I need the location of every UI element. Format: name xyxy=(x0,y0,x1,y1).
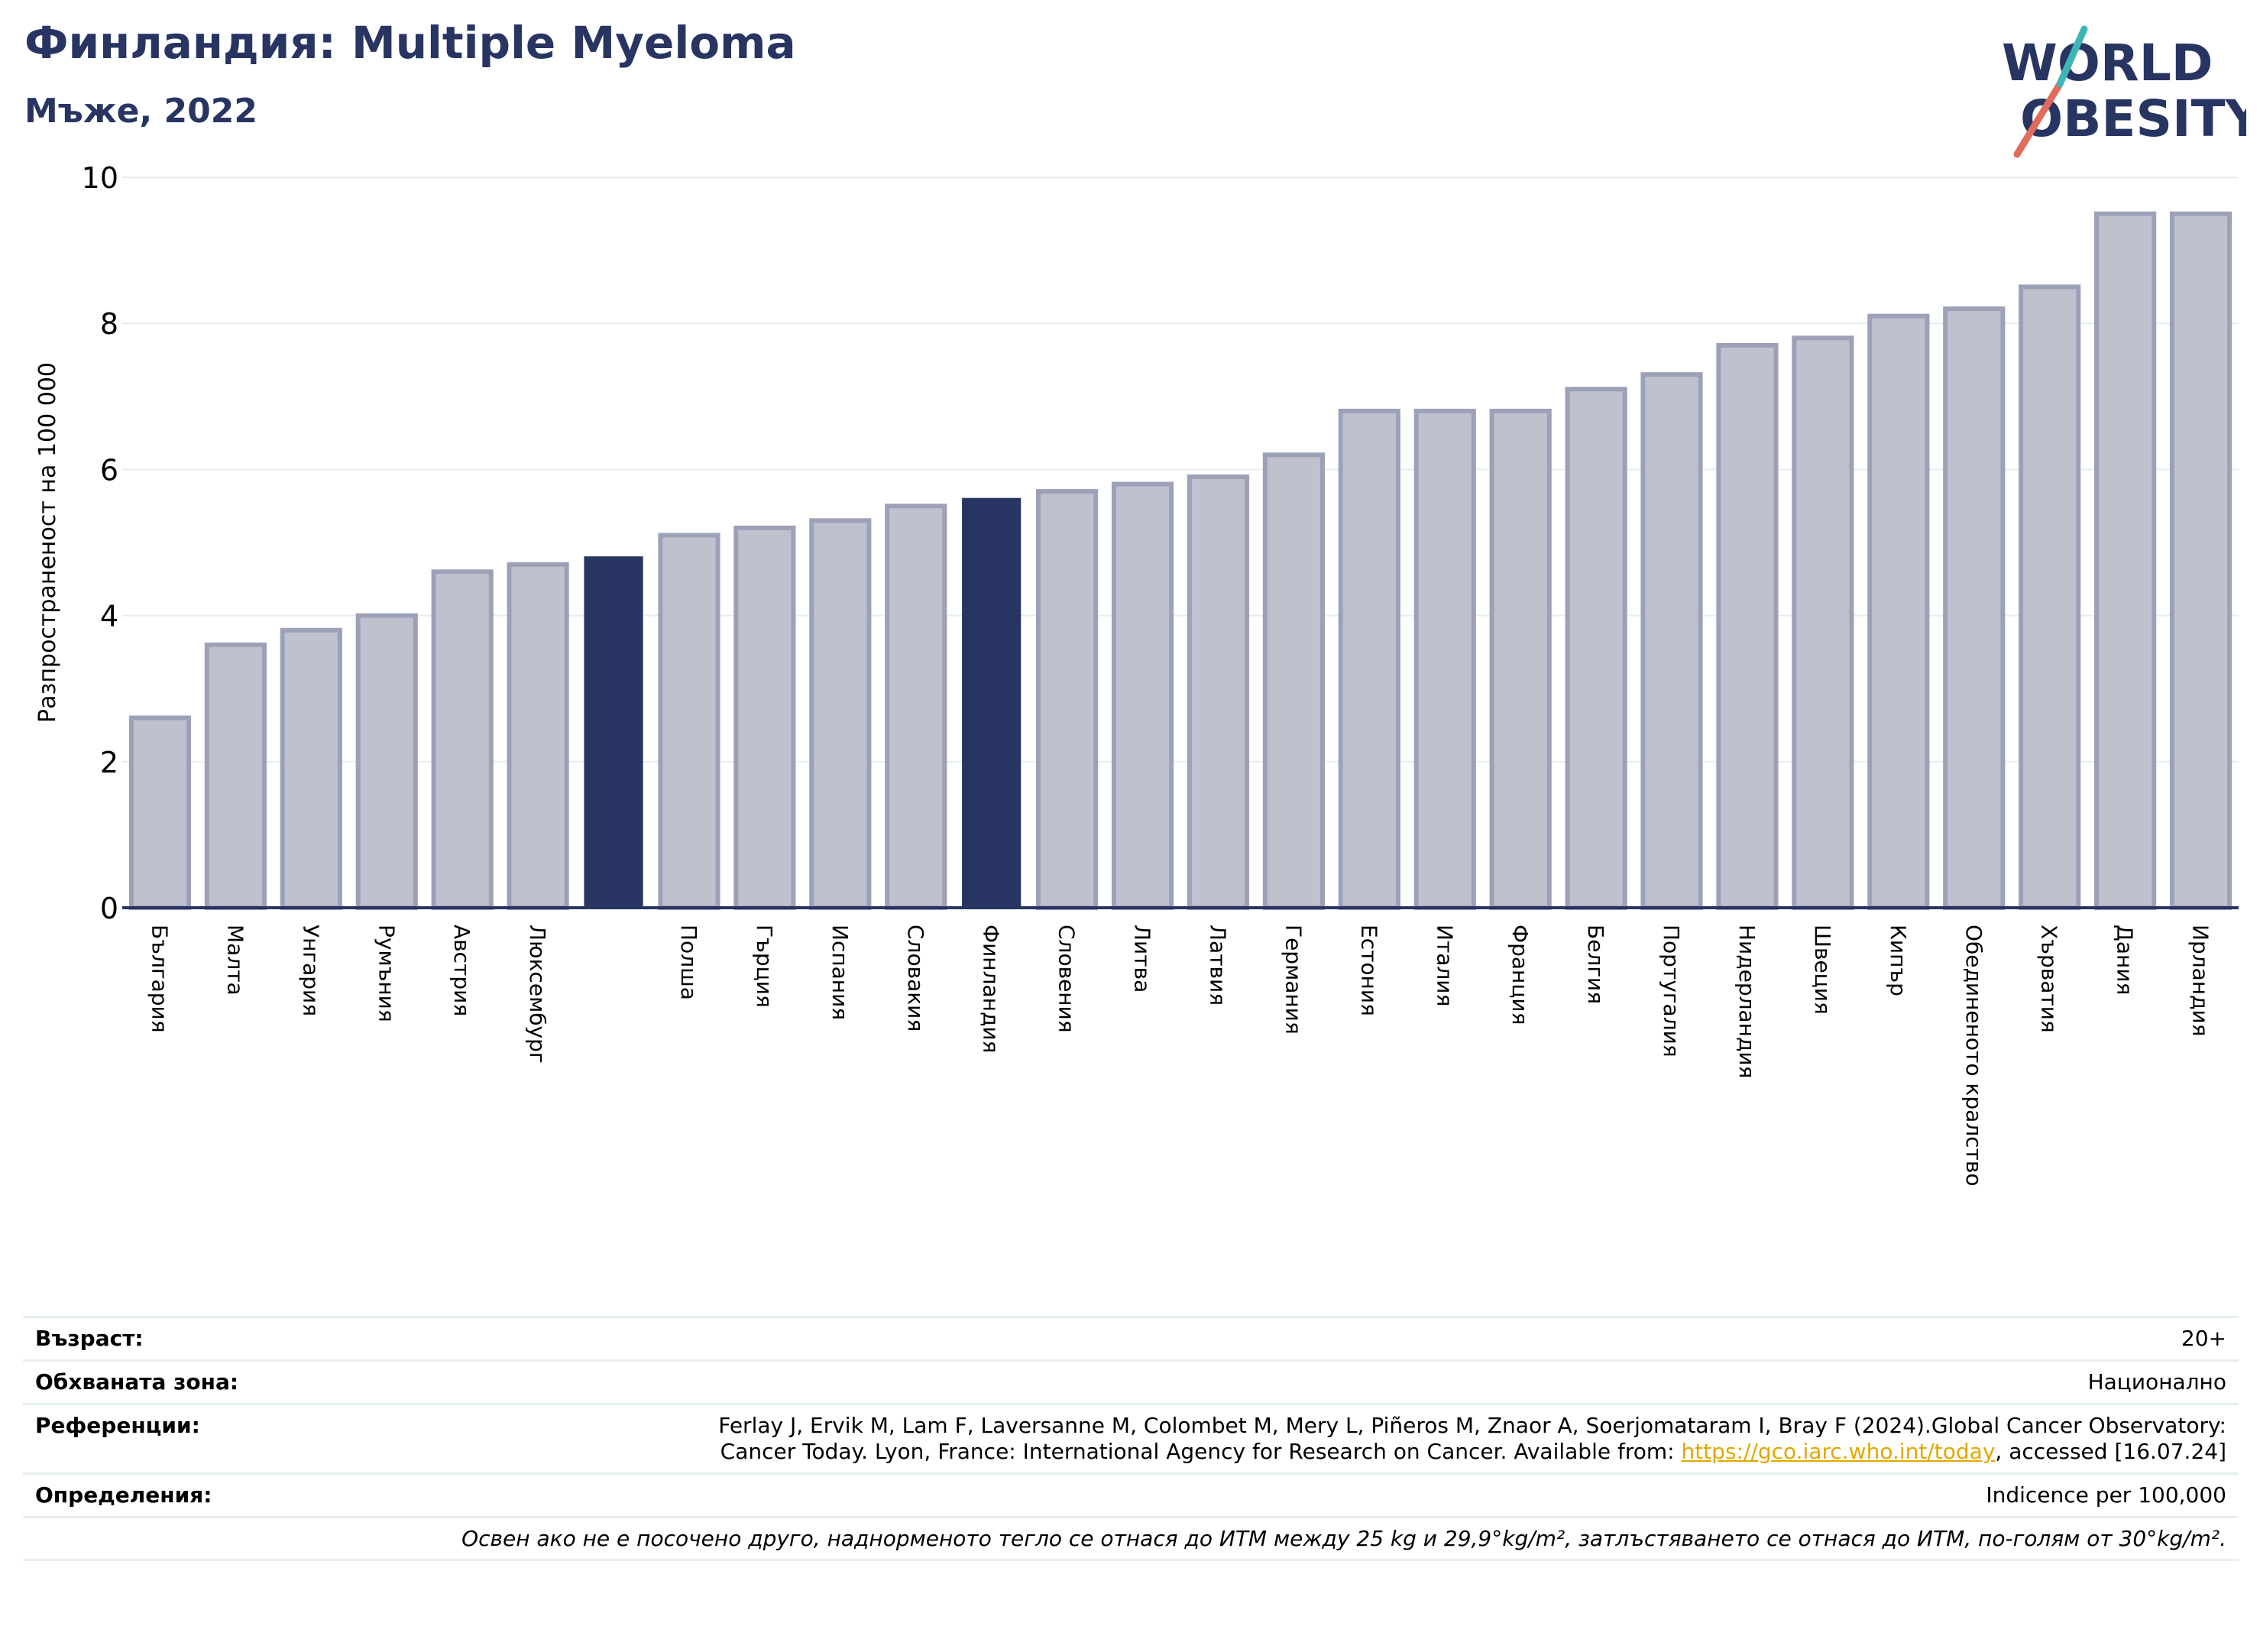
x-tick-label: Словения xyxy=(1054,925,1080,1033)
bar xyxy=(2094,211,2157,910)
bar xyxy=(1413,408,1476,910)
bar xyxy=(1640,372,1703,910)
x-tick-label: Унгария xyxy=(298,925,323,1016)
x-tick-label: Нидерландия xyxy=(1734,925,1760,1078)
logo-line1: WORLD xyxy=(2002,34,2213,92)
x-tick-label: Естония xyxy=(1356,925,1381,1016)
x-tick-label: Словакия xyxy=(903,925,928,1032)
x-tick-label: Финландия xyxy=(979,925,1004,1053)
x-tick-label: Дания xyxy=(2113,925,2138,995)
bar xyxy=(1867,313,1930,910)
bar xyxy=(733,525,796,910)
refs-line2-post: , accessed [16.07.24] xyxy=(1995,1439,2226,1464)
bar xyxy=(1262,452,1325,910)
x-tick-label: Кипър xyxy=(1886,925,1911,996)
x-tick-label: Полша xyxy=(676,925,701,1000)
x-tick-label: Белгия xyxy=(1583,925,1608,1004)
refs-value: Ferlay J, Ervik M, Lam F, Laversanne M, … xyxy=(309,1403,2239,1475)
x-tick-label: Португалия xyxy=(1659,925,1684,1058)
logo-line2: OBESITY xyxy=(2020,89,2246,148)
bar xyxy=(1036,489,1099,910)
bar xyxy=(1338,408,1400,910)
refs-link[interactable]: https://gco.iarc.who.int/today xyxy=(1681,1439,1996,1464)
refs-line1: Ferlay J, Ervik M, Lam F, Laversanne M, … xyxy=(718,1413,2226,1438)
bar xyxy=(2019,284,2081,910)
area-label: Обхваната зона: xyxy=(23,1359,310,1405)
bar xyxy=(431,569,494,910)
bar xyxy=(2169,211,2232,910)
logo-slash-lower xyxy=(2013,80,2064,158)
bar xyxy=(1489,408,1552,910)
chart-title: Финландия: Multiple Myeloma xyxy=(24,17,796,69)
age-value: 20+ xyxy=(309,1316,2239,1362)
y-tick-label: 10 xyxy=(82,161,118,195)
chart-subtitle: Мъже, 2022 xyxy=(24,92,257,131)
bar-chart: 0 2 4 6 8 10 Разпространеност на 100 000 Българ… xyxy=(34,161,2239,1186)
bar xyxy=(355,613,418,910)
age-label: Възраст: xyxy=(23,1316,310,1362)
logo-slash-upper xyxy=(2056,25,2088,88)
x-tick-label: Обединеното кралство xyxy=(1961,925,1986,1186)
x-tick-label: Ирландия xyxy=(2188,925,2213,1036)
x-tick-label: Латвия xyxy=(1205,925,1230,1006)
bar xyxy=(809,518,872,910)
y-tick-label: 8 xyxy=(100,307,118,341)
info-row-definitions: Определения: Indicence per 100,000 xyxy=(23,1472,2239,1518)
refs-line2-pre: Cancer Today. Lyon, France: Internationa… xyxy=(720,1439,1682,1464)
world-obesity-logo: WORLD OBESITY xyxy=(2002,25,2246,158)
y-axis-label: Разпространеност на 100 000 xyxy=(34,362,61,723)
x-tick-label: Гърция xyxy=(752,925,777,1008)
bar xyxy=(962,497,1022,909)
bar xyxy=(1111,481,1174,910)
x-tick-label: Хърватия xyxy=(2037,925,2062,1033)
defs-label: Определения: xyxy=(23,1472,310,1518)
info-row-references: Референции: Ferlay J, Ervik M, Lam F, La… xyxy=(23,1403,2239,1475)
bar xyxy=(1716,342,1779,910)
bar xyxy=(1943,306,2006,910)
x-tick-label: Литва xyxy=(1130,925,1155,993)
bar xyxy=(280,627,342,910)
bar xyxy=(507,562,569,910)
x-tick-label: Швеция xyxy=(1810,925,1835,1015)
info-row-note: Освен ако не е посочено друго, наднормен… xyxy=(23,1516,2239,1561)
x-tick-label: Люксембург xyxy=(525,925,550,1064)
x-tick-label: Германия xyxy=(1281,925,1306,1035)
x-tick-label: Австрия xyxy=(449,925,474,1016)
info-row-age: Възраст: 20+ xyxy=(23,1316,2239,1362)
bar xyxy=(658,533,720,910)
defs-value: Indicence per 100,000 xyxy=(309,1472,2239,1518)
x-tick-label: Малта xyxy=(222,925,248,996)
area-value: Национално xyxy=(309,1359,2239,1405)
refs-label: Референции: xyxy=(23,1403,310,1475)
bar xyxy=(584,556,643,909)
x-tick-label: Италия xyxy=(1432,925,1457,1006)
y-tick-label: 2 xyxy=(100,746,118,779)
info-row-area: Обхваната зона: Национално xyxy=(23,1359,2239,1405)
x-tick-label: Испания xyxy=(827,925,853,1020)
x-tick-label: Румъния xyxy=(374,925,399,1022)
y-tick-label: 6 xyxy=(100,453,118,487)
bar xyxy=(885,504,947,910)
info-table: Възраст: 20+ Обхваната зона: Национално … xyxy=(23,1316,2239,1561)
bar xyxy=(128,715,192,910)
bar xyxy=(204,642,267,911)
bar xyxy=(1565,387,1627,910)
x-tick-label: Франция xyxy=(1507,925,1533,1025)
bar xyxy=(1792,335,1854,910)
y-tick-label: 4 xyxy=(100,600,118,633)
bar xyxy=(1187,474,1250,910)
x-tick-label: България xyxy=(147,925,172,1033)
footnote: Освен ако не е посочено друго, наднормен… xyxy=(23,1516,2239,1561)
y-tick-label: 0 xyxy=(100,892,118,925)
